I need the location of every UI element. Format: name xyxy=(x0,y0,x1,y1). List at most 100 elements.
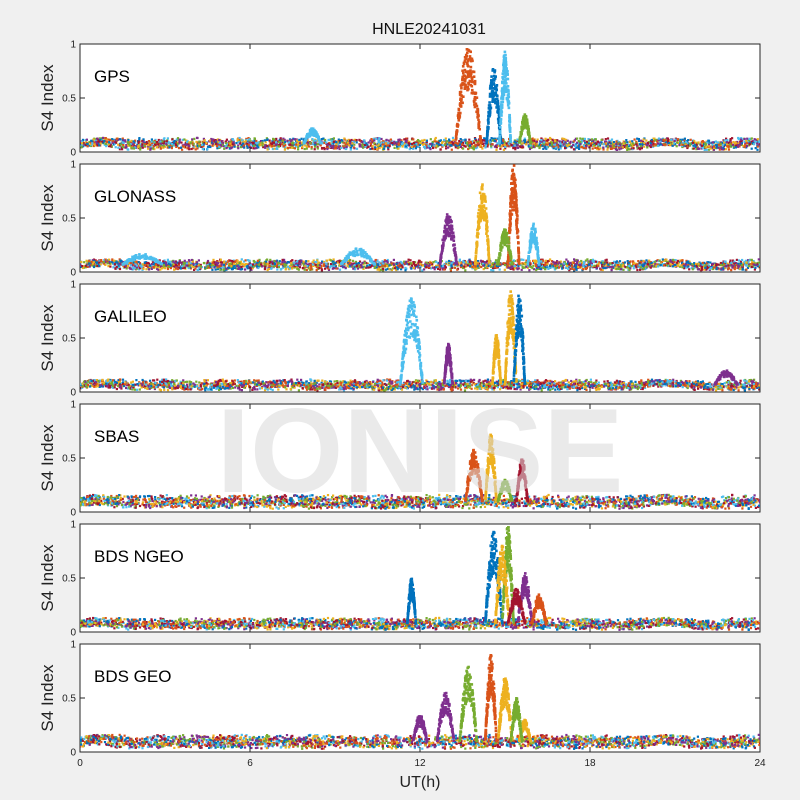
data-point xyxy=(546,266,549,269)
data-point xyxy=(494,97,497,101)
data-point xyxy=(281,139,284,142)
data-point xyxy=(372,148,375,151)
data-point xyxy=(552,142,555,145)
data-point xyxy=(641,143,644,146)
data-point xyxy=(428,266,431,269)
data-point xyxy=(232,259,235,262)
data-point xyxy=(490,79,493,82)
data-point xyxy=(148,142,151,145)
data-point xyxy=(462,147,465,150)
data-point xyxy=(643,142,646,145)
data-point xyxy=(142,266,145,269)
data-point xyxy=(306,139,309,142)
data-point xyxy=(354,138,357,141)
data-point xyxy=(508,125,511,129)
data-point xyxy=(681,143,684,146)
data-point xyxy=(507,88,510,92)
data-point xyxy=(582,137,585,140)
data-point xyxy=(659,262,663,265)
data-point xyxy=(626,260,629,263)
data-point xyxy=(576,145,580,148)
data-point xyxy=(557,148,560,151)
data-point xyxy=(451,261,454,264)
data-point xyxy=(729,139,732,142)
data-point xyxy=(80,140,83,143)
data-point xyxy=(361,140,364,143)
data-point xyxy=(458,111,462,115)
data-point xyxy=(498,141,501,144)
data-point xyxy=(312,259,315,262)
data-point xyxy=(125,263,128,266)
data-point xyxy=(150,144,153,147)
data-point xyxy=(316,143,319,146)
data-point xyxy=(746,137,749,140)
data-point xyxy=(91,264,94,267)
data-point xyxy=(514,264,517,267)
data-point xyxy=(82,143,85,146)
data-point xyxy=(508,129,512,132)
data-point xyxy=(206,147,209,151)
data-point xyxy=(373,266,376,270)
data-point xyxy=(437,143,440,146)
data-point xyxy=(554,142,557,145)
data-point xyxy=(189,267,192,270)
data-point xyxy=(421,269,424,272)
data-point xyxy=(226,144,229,148)
data-point xyxy=(127,148,130,151)
data-point xyxy=(630,144,633,147)
data-point xyxy=(279,268,282,271)
data-point xyxy=(111,138,114,141)
data-point xyxy=(378,137,381,140)
data-point xyxy=(155,146,159,149)
data-point xyxy=(383,259,386,262)
data-point xyxy=(700,144,704,147)
data-point xyxy=(403,138,406,141)
data-point xyxy=(496,99,500,103)
data-point xyxy=(203,139,206,142)
data-point xyxy=(462,95,465,98)
data-point xyxy=(505,77,508,81)
data-point xyxy=(385,144,389,147)
data-point xyxy=(665,141,668,144)
data-point xyxy=(726,139,729,142)
data-point xyxy=(429,148,432,151)
data-point xyxy=(234,266,237,269)
data-point xyxy=(271,145,274,148)
data-point xyxy=(575,258,578,262)
data-point xyxy=(216,268,219,271)
data-point xyxy=(612,141,616,144)
data-point xyxy=(491,143,494,146)
data-point xyxy=(591,258,594,261)
data-point xyxy=(549,143,552,146)
data-point xyxy=(579,140,582,144)
data-point xyxy=(564,266,567,269)
data-point xyxy=(735,258,738,261)
data-point xyxy=(602,146,605,149)
data-point xyxy=(499,122,502,126)
data-point xyxy=(397,143,400,146)
data-point xyxy=(756,142,759,145)
data-point xyxy=(528,137,532,141)
data-point xyxy=(192,147,195,150)
data-point xyxy=(170,143,174,146)
data-point xyxy=(622,142,625,145)
data-point xyxy=(449,267,452,270)
data-point xyxy=(525,143,528,146)
data-point xyxy=(544,145,547,148)
data-point xyxy=(724,143,727,147)
data-point xyxy=(478,143,481,146)
data-point xyxy=(325,141,328,144)
data-point xyxy=(343,141,346,144)
data-point xyxy=(305,135,308,138)
data-point xyxy=(149,143,152,146)
data-point xyxy=(414,147,417,150)
data-point xyxy=(297,261,300,264)
data-point xyxy=(631,140,634,143)
data-point xyxy=(228,266,231,269)
data-point xyxy=(249,143,252,146)
data-point xyxy=(213,266,216,269)
data-point xyxy=(629,267,632,270)
plot-area xyxy=(79,43,761,153)
data-point xyxy=(246,144,249,148)
